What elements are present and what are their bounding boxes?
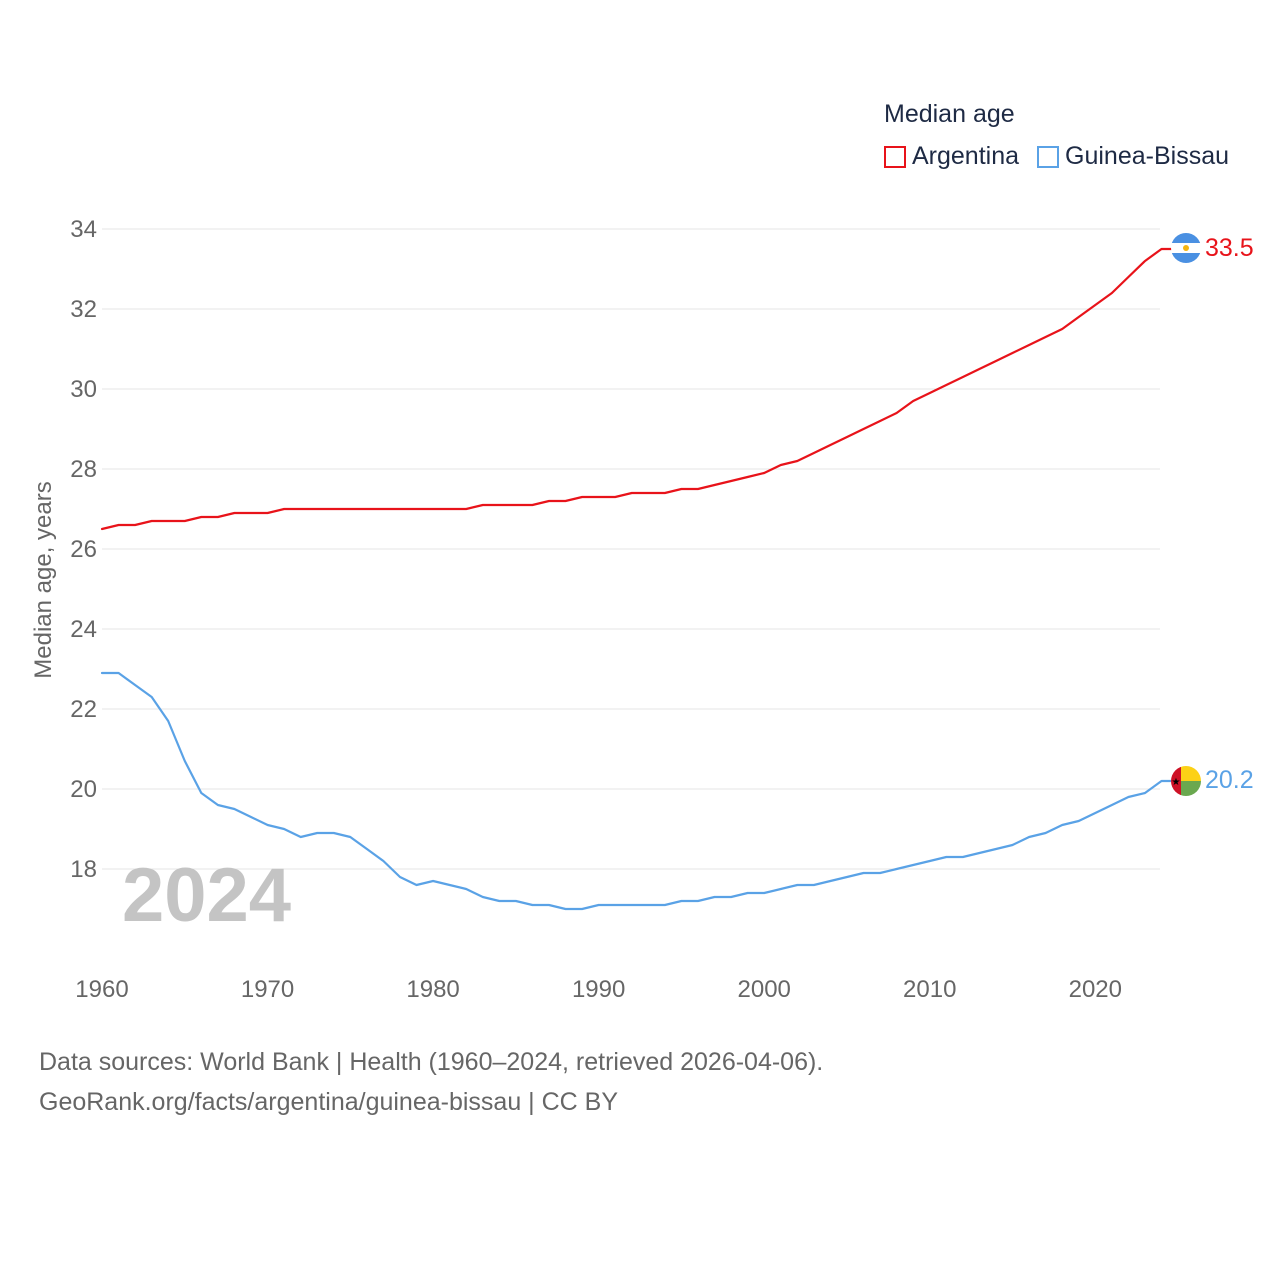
x-tick-label: 1960 — [75, 976, 128, 1003]
legend: Argentina Guinea-Bissau — [884, 142, 1247, 171]
y-tick-label: 34 — [70, 216, 97, 243]
y-tick-label: 32 — [70, 296, 97, 323]
legend-label-argentina: Argentina — [912, 142, 1020, 170]
series-line-guinea-bissau — [100, 671, 1173, 911]
series-line-argentina — [100, 247, 1173, 531]
x-tick-label: 2000 — [738, 976, 791, 1003]
x-tick-label: 2020 — [1069, 976, 1122, 1003]
y-tick-label: 20 — [70, 776, 97, 803]
y-axis-label: Median age, years — [30, 481, 57, 678]
y-tick-label: 24 — [70, 616, 97, 643]
y-axis-ticks: 18 20 22 24 26 28 30 32 34 — [70, 216, 97, 883]
legend-item-guinea-bissau[interactable]: Guinea-Bissau — [1037, 142, 1229, 171]
legend-item-argentina[interactable]: Argentina — [884, 142, 1019, 171]
svg-text:★: ★ — [1172, 777, 1181, 788]
legend-label-guinea-bissau: Guinea-Bissau — [1065, 142, 1230, 170]
x-tick-label: 1970 — [241, 976, 294, 1003]
series-lines: 33.5 20.2 — [100, 234, 1254, 911]
source-link[interactable]: GeoRank.org/facts/argentina/guinea-bissa… — [39, 1088, 619, 1116]
legend-swatch-guinea-bissau — [1037, 145, 1060, 168]
x-tick-label: 1980 — [406, 976, 459, 1003]
footer: Data sources: World Bank | Health (1960–… — [39, 1042, 823, 1122]
x-tick-label: 2010 — [903, 976, 956, 1003]
argentina-flag-icon — [1171, 233, 1201, 263]
y-tick-label: 28 — [70, 456, 97, 483]
end-value-label: 20.2 — [1205, 766, 1254, 794]
y-tick-label: 30 — [70, 376, 97, 403]
y-tick-label: 22 — [70, 696, 97, 723]
grid-lines — [102, 228, 1160, 870]
guinea-bissau-flag-icon: ★ — [1171, 766, 1201, 796]
legend-swatch-argentina — [884, 145, 906, 168]
x-axis-ticks: 1960 1970 1980 1990 2000 2010 2020 — [75, 976, 1122, 1003]
data-source-text: Data sources: World Bank | Health (1960–… — [39, 1048, 824, 1076]
end-value-label: 33.5 — [1205, 234, 1254, 262]
legend-title: Median age — [884, 100, 1015, 128]
y-tick-label: 18 — [70, 856, 97, 883]
year-watermark: 2024 — [122, 853, 291, 938]
y-tick-label: 26 — [70, 536, 97, 563]
x-tick-label: 1990 — [572, 976, 625, 1003]
